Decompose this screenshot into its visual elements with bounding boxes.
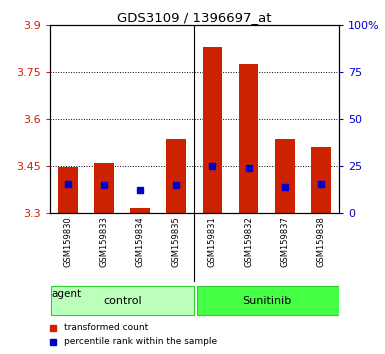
Bar — [94, 162, 114, 213]
Text: GSM159833: GSM159833 — [100, 216, 109, 267]
Bar — [239, 64, 258, 213]
FancyBboxPatch shape — [51, 286, 194, 315]
Text: GSM159835: GSM159835 — [172, 216, 181, 267]
Text: agent: agent — [52, 289, 82, 299]
Text: GSM159831: GSM159831 — [208, 216, 217, 267]
Text: Sunitinib: Sunitinib — [242, 296, 291, 306]
Text: control: control — [103, 296, 142, 306]
Text: GSM159832: GSM159832 — [244, 216, 253, 267]
Text: GSM159830: GSM159830 — [64, 216, 73, 267]
FancyBboxPatch shape — [197, 286, 340, 315]
Text: percentile rank within the sample: percentile rank within the sample — [65, 337, 218, 346]
Text: GSM159837: GSM159837 — [280, 216, 289, 267]
Bar — [166, 139, 186, 213]
Text: GSM159838: GSM159838 — [316, 216, 325, 267]
Bar — [131, 208, 150, 213]
Bar — [275, 139, 295, 213]
FancyArrow shape — [79, 287, 89, 301]
Text: GSM159834: GSM159834 — [136, 216, 145, 267]
Text: transformed count: transformed count — [65, 323, 149, 332]
Title: GDS3109 / 1396697_at: GDS3109 / 1396697_at — [117, 11, 272, 24]
Bar — [311, 147, 331, 213]
Bar — [203, 47, 223, 213]
Bar — [58, 167, 78, 213]
